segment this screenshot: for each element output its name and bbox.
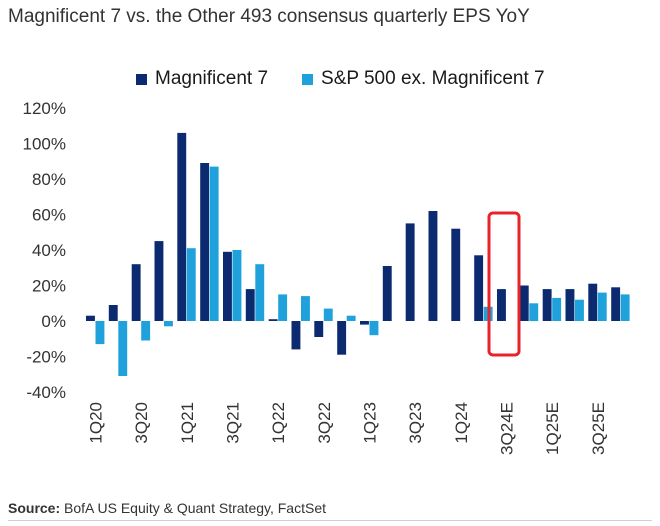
bar-sp500-ex-mag7	[255, 264, 265, 321]
bar-magnificent-7	[405, 223, 415, 321]
x-tick-label: 3Q23	[406, 402, 425, 444]
x-tick-label: 3Q22	[315, 402, 334, 444]
y-tick-label: 120%	[23, 99, 66, 118]
bar-sp500-ex-mag7	[278, 294, 288, 321]
bar-sp500-ex-mag7	[232, 250, 242, 321]
y-tick-label: 60%	[32, 206, 66, 225]
bar-magnificent-7	[108, 305, 118, 321]
x-tick-label: 1Q21	[178, 402, 197, 444]
bar-sp500-ex-mag7	[323, 308, 333, 321]
bar-sp500-ex-mag7	[552, 297, 562, 321]
legend-item-series1: Magnificent 7	[136, 68, 268, 90]
x-tick-label: 1Q22	[269, 402, 288, 444]
highlight-box	[487, 211, 521, 357]
legend: Magnificent 7 S&P 500 ex. Magnificent 7	[136, 68, 579, 90]
x-tick-label: 1Q20	[87, 402, 106, 444]
bar-sp500-ex-mag7	[301, 296, 310, 321]
x-tick-label: 3Q21	[224, 402, 243, 444]
bar-magnificent-7	[360, 321, 369, 325]
bar-sp500-ex-mag7	[369, 321, 379, 336]
bar-magnificent-7	[200, 163, 210, 321]
bar-magnificent-7	[588, 283, 598, 321]
bar-sp500-ex-mag7	[141, 321, 151, 341]
bar-magnificent-7	[223, 251, 232, 321]
x-tick-label: 3Q25E	[589, 402, 608, 455]
bar-magnificent-7	[474, 255, 484, 321]
bar-sp500-ex-mag7	[575, 299, 584, 321]
bar-magnificent-7	[131, 264, 141, 321]
x-tick-label: 1Q23	[361, 402, 380, 444]
bar-magnificent-7	[86, 315, 95, 321]
x-tick-label: 3Q24E	[498, 402, 517, 455]
y-tick-label: 0%	[41, 312, 66, 331]
bar-sp500-ex-mag7	[164, 321, 173, 327]
bar-magnificent-7	[428, 211, 438, 321]
bar-magnificent-7	[154, 241, 164, 321]
bar-chart: -40% -20% 0% 20% 40% 60% 80% 100% 120% 1Q20 3Q20 1Q…	[23, 99, 630, 455]
bar-sp500-ex-mag7	[529, 303, 539, 322]
x-tick-label: 1Q25E	[543, 402, 562, 455]
y-tick-label: 20%	[32, 277, 66, 296]
x-tick-label: 1Q24	[452, 402, 471, 444]
legend-label-series1: Magnificent 7	[155, 68, 269, 89]
bar-magnificent-7	[382, 266, 392, 321]
footer-divider	[8, 520, 652, 521]
bar-sp500-ex-mag7	[118, 321, 128, 376]
bar-magnificent-7	[177, 132, 187, 321]
bar-sp500-ex-mag7	[209, 166, 219, 321]
y-tick-label: 100%	[23, 135, 66, 154]
bar-sp500-ex-mag7	[186, 248, 196, 321]
legend-label-series2: S&P 500 ex. Magnificent 7	[321, 68, 545, 89]
bar-magnificent-7	[542, 289, 552, 321]
bar-sp500-ex-mag7	[597, 292, 607, 321]
bar-sp500-ex-mag7	[620, 294, 630, 321]
legend-item-series2: S&P 500 ex. Magnificent 7	[302, 68, 545, 90]
bar-sp500-ex-mag7	[95, 321, 105, 345]
chart-title: Magnificent 7 vs. the Other 493 consensu…	[8, 6, 530, 27]
source-note: Source: BofA US Equity & Quant Strategy,…	[8, 500, 326, 516]
y-tick-label: 40%	[32, 241, 66, 260]
bar-magnificent-7	[268, 319, 278, 321]
bar-magnificent-7	[611, 287, 621, 321]
bar-magnificent-7	[565, 289, 575, 321]
x-tick-label: 3Q20	[132, 402, 151, 444]
bar-sp500-ex-mag7	[346, 315, 356, 321]
bar-magnificent-7	[497, 289, 506, 321]
y-tick-label: 80%	[32, 170, 66, 189]
bar-magnificent-7	[291, 321, 301, 350]
legend-swatch-series1	[136, 73, 147, 85]
y-tick-label: -40%	[26, 383, 66, 402]
bar-magnificent-7	[519, 285, 529, 321]
bar-magnificent-7	[314, 321, 324, 337]
y-tick-label: -20%	[26, 348, 66, 367]
bar-magnificent-7	[245, 289, 255, 321]
legend-swatch-series2	[302, 73, 314, 85]
bar-magnificent-7	[451, 228, 461, 321]
bar-magnificent-7	[337, 321, 347, 355]
source-label: Source:	[8, 500, 61, 516]
source-text: BofA US Equity & Quant Strategy, FactSet	[64, 500, 326, 516]
